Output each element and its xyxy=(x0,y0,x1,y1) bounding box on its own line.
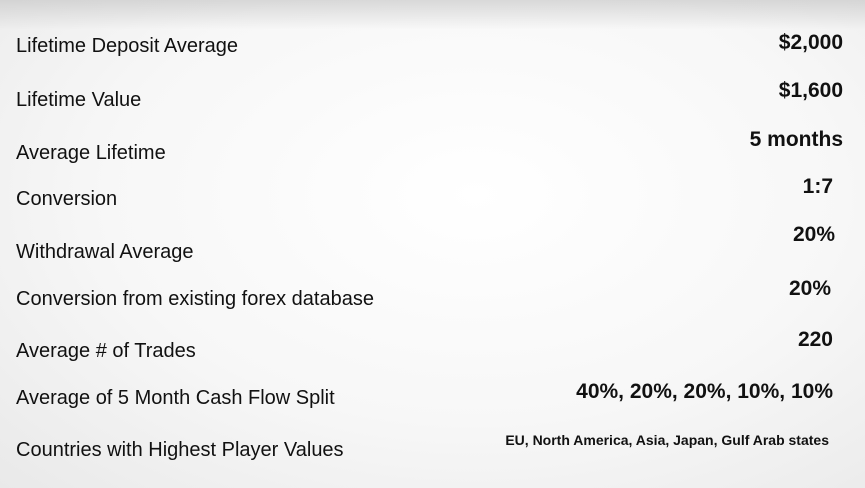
metric-value: 5 months xyxy=(749,128,843,151)
metric-label: Average Lifetime xyxy=(16,142,166,164)
metric-value: 20% xyxy=(792,223,835,246)
metric-label: Lifetime Value xyxy=(16,89,142,111)
metric-row-average-trades: Average # of Trades 220 xyxy=(0,0,865,362)
metric-row-average-lifetime: Average Lifetime 5 months xyxy=(0,0,865,164)
metric-value: EU, North America, Asia, Japan, Gulf Ara… xyxy=(505,432,829,448)
metric-label: Countries with Highest Player Values xyxy=(16,439,344,461)
metric-row-withdrawal-average: Withdrawal Average 20% xyxy=(0,0,865,263)
metric-label: Conversion from existing forex database xyxy=(16,288,374,310)
metric-value: $1,600 xyxy=(778,79,843,102)
metric-value: 20% xyxy=(788,277,831,300)
metric-label: Lifetime Deposit Average xyxy=(16,35,238,57)
metric-row-conversion-forex-database: Conversion from existing forex database … xyxy=(0,0,865,310)
metric-label: Average # of Trades xyxy=(16,340,196,362)
metric-row-cash-flow-split: Average of 5 Month Cash Flow Split 40%, … xyxy=(0,0,865,409)
metric-label: Average of 5 Month Cash Flow Split xyxy=(16,387,335,409)
background-haze xyxy=(0,0,865,30)
metric-value: 40%, 20%, 20%, 10%, 10% xyxy=(576,380,833,403)
metric-row-lifetime-deposit-average: Lifetime Deposit Average $2,000 xyxy=(0,0,865,57)
metric-row-lifetime-value: Lifetime Value $1,600 xyxy=(0,0,865,111)
metric-row-conversion: Conversion 1:7 xyxy=(0,0,865,210)
metric-value: 220 xyxy=(797,328,833,351)
metric-label: Conversion xyxy=(16,188,118,210)
metric-label: Withdrawal Average xyxy=(16,241,194,263)
metric-value: 1:7 xyxy=(802,175,833,198)
metric-row-countries-highest-player-values: Countries with Highest Player Values EU,… xyxy=(0,0,865,461)
metric-value: $2,000 xyxy=(778,31,843,54)
